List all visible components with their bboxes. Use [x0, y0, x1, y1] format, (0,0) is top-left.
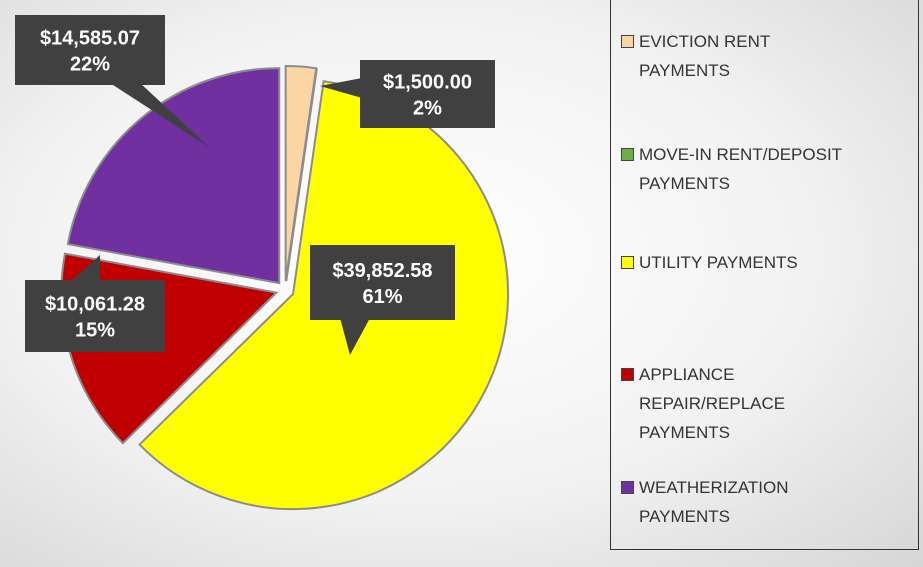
callout-pointer	[110, 83, 210, 148]
legend-swatch	[621, 35, 634, 48]
pie-slice	[66, 67, 281, 285]
legend-entry: EVICTION RENT PAYMENTS	[621, 27, 799, 85]
data-label: 61%	[362, 286, 402, 308]
legend-label: UTILITY PAYMENTS	[639, 253, 798, 272]
legend-entry: UTILITY PAYMENTS	[621, 248, 923, 277]
legend-label: MOVE-IN RENT/DEPOSIT PAYMENTS	[639, 145, 842, 193]
legend-label: WEATHERIZATION PAYMENTS	[639, 478, 789, 526]
callout-pointer	[320, 78, 362, 98]
legend-label: EVICTION RENT PAYMENTS	[639, 32, 770, 80]
data-label: 22%	[70, 53, 110, 75]
legend-entry: APPLIANCE REPAIR/REPLACE PAYMENTS	[621, 360, 799, 447]
data-label-box	[360, 60, 495, 128]
legend-swatch	[621, 148, 634, 161]
data-label-box	[310, 245, 455, 320]
legend-swatch	[621, 368, 634, 381]
legend-entry: WEATHERIZATION PAYMENTS	[621, 473, 839, 531]
data-label: 2%	[413, 97, 442, 119]
legend-swatch	[621, 481, 634, 494]
data-label: 15%	[75, 319, 115, 341]
legend: EVICTION RENT PAYMENTS MOVE-IN RENT/DEPOS…	[610, 0, 919, 550]
data-label: $10,061.28	[45, 293, 145, 315]
data-label-box	[15, 15, 165, 85]
callout-pointer	[70, 255, 100, 282]
callout-pointer	[340, 318, 370, 355]
data-label-box	[25, 280, 165, 352]
data-label: $1,500.00	[383, 71, 472, 93]
legend-swatch	[621, 256, 634, 269]
legend-entry: MOVE-IN RENT/DEPOSIT PAYMENTS	[621, 140, 923, 198]
legend-label: APPLIANCE REPAIR/REPLACE PAYMENTS	[639, 365, 786, 442]
data-label: $39,852.58	[332, 260, 432, 282]
data-label: $14,585.07	[40, 27, 140, 49]
pie-slice	[285, 68, 318, 282]
